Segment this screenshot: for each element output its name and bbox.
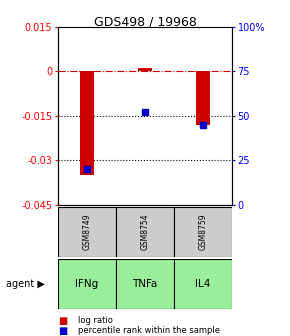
Text: agent ▶: agent ▶ xyxy=(6,279,45,289)
Bar xyxy=(58,207,116,257)
Bar xyxy=(80,72,94,175)
Text: TNFa: TNFa xyxy=(132,279,158,289)
Text: IFNg: IFNg xyxy=(75,279,99,289)
Bar xyxy=(174,207,232,257)
Bar xyxy=(174,259,232,309)
Text: GDS498 / 19968: GDS498 / 19968 xyxy=(94,15,196,28)
Text: log ratio: log ratio xyxy=(78,317,113,325)
Text: ■: ■ xyxy=(58,316,67,326)
Text: GSM8749: GSM8749 xyxy=(82,213,92,250)
Text: IL4: IL4 xyxy=(195,279,211,289)
Text: ■: ■ xyxy=(58,326,67,336)
Bar xyxy=(138,69,152,72)
Text: GSM8759: GSM8759 xyxy=(198,213,208,250)
Text: percentile rank within the sample: percentile rank within the sample xyxy=(78,327,220,335)
Bar xyxy=(116,207,174,257)
Bar xyxy=(58,259,116,309)
Bar xyxy=(116,259,174,309)
Bar xyxy=(196,72,210,125)
Text: GSM8754: GSM8754 xyxy=(140,213,150,250)
